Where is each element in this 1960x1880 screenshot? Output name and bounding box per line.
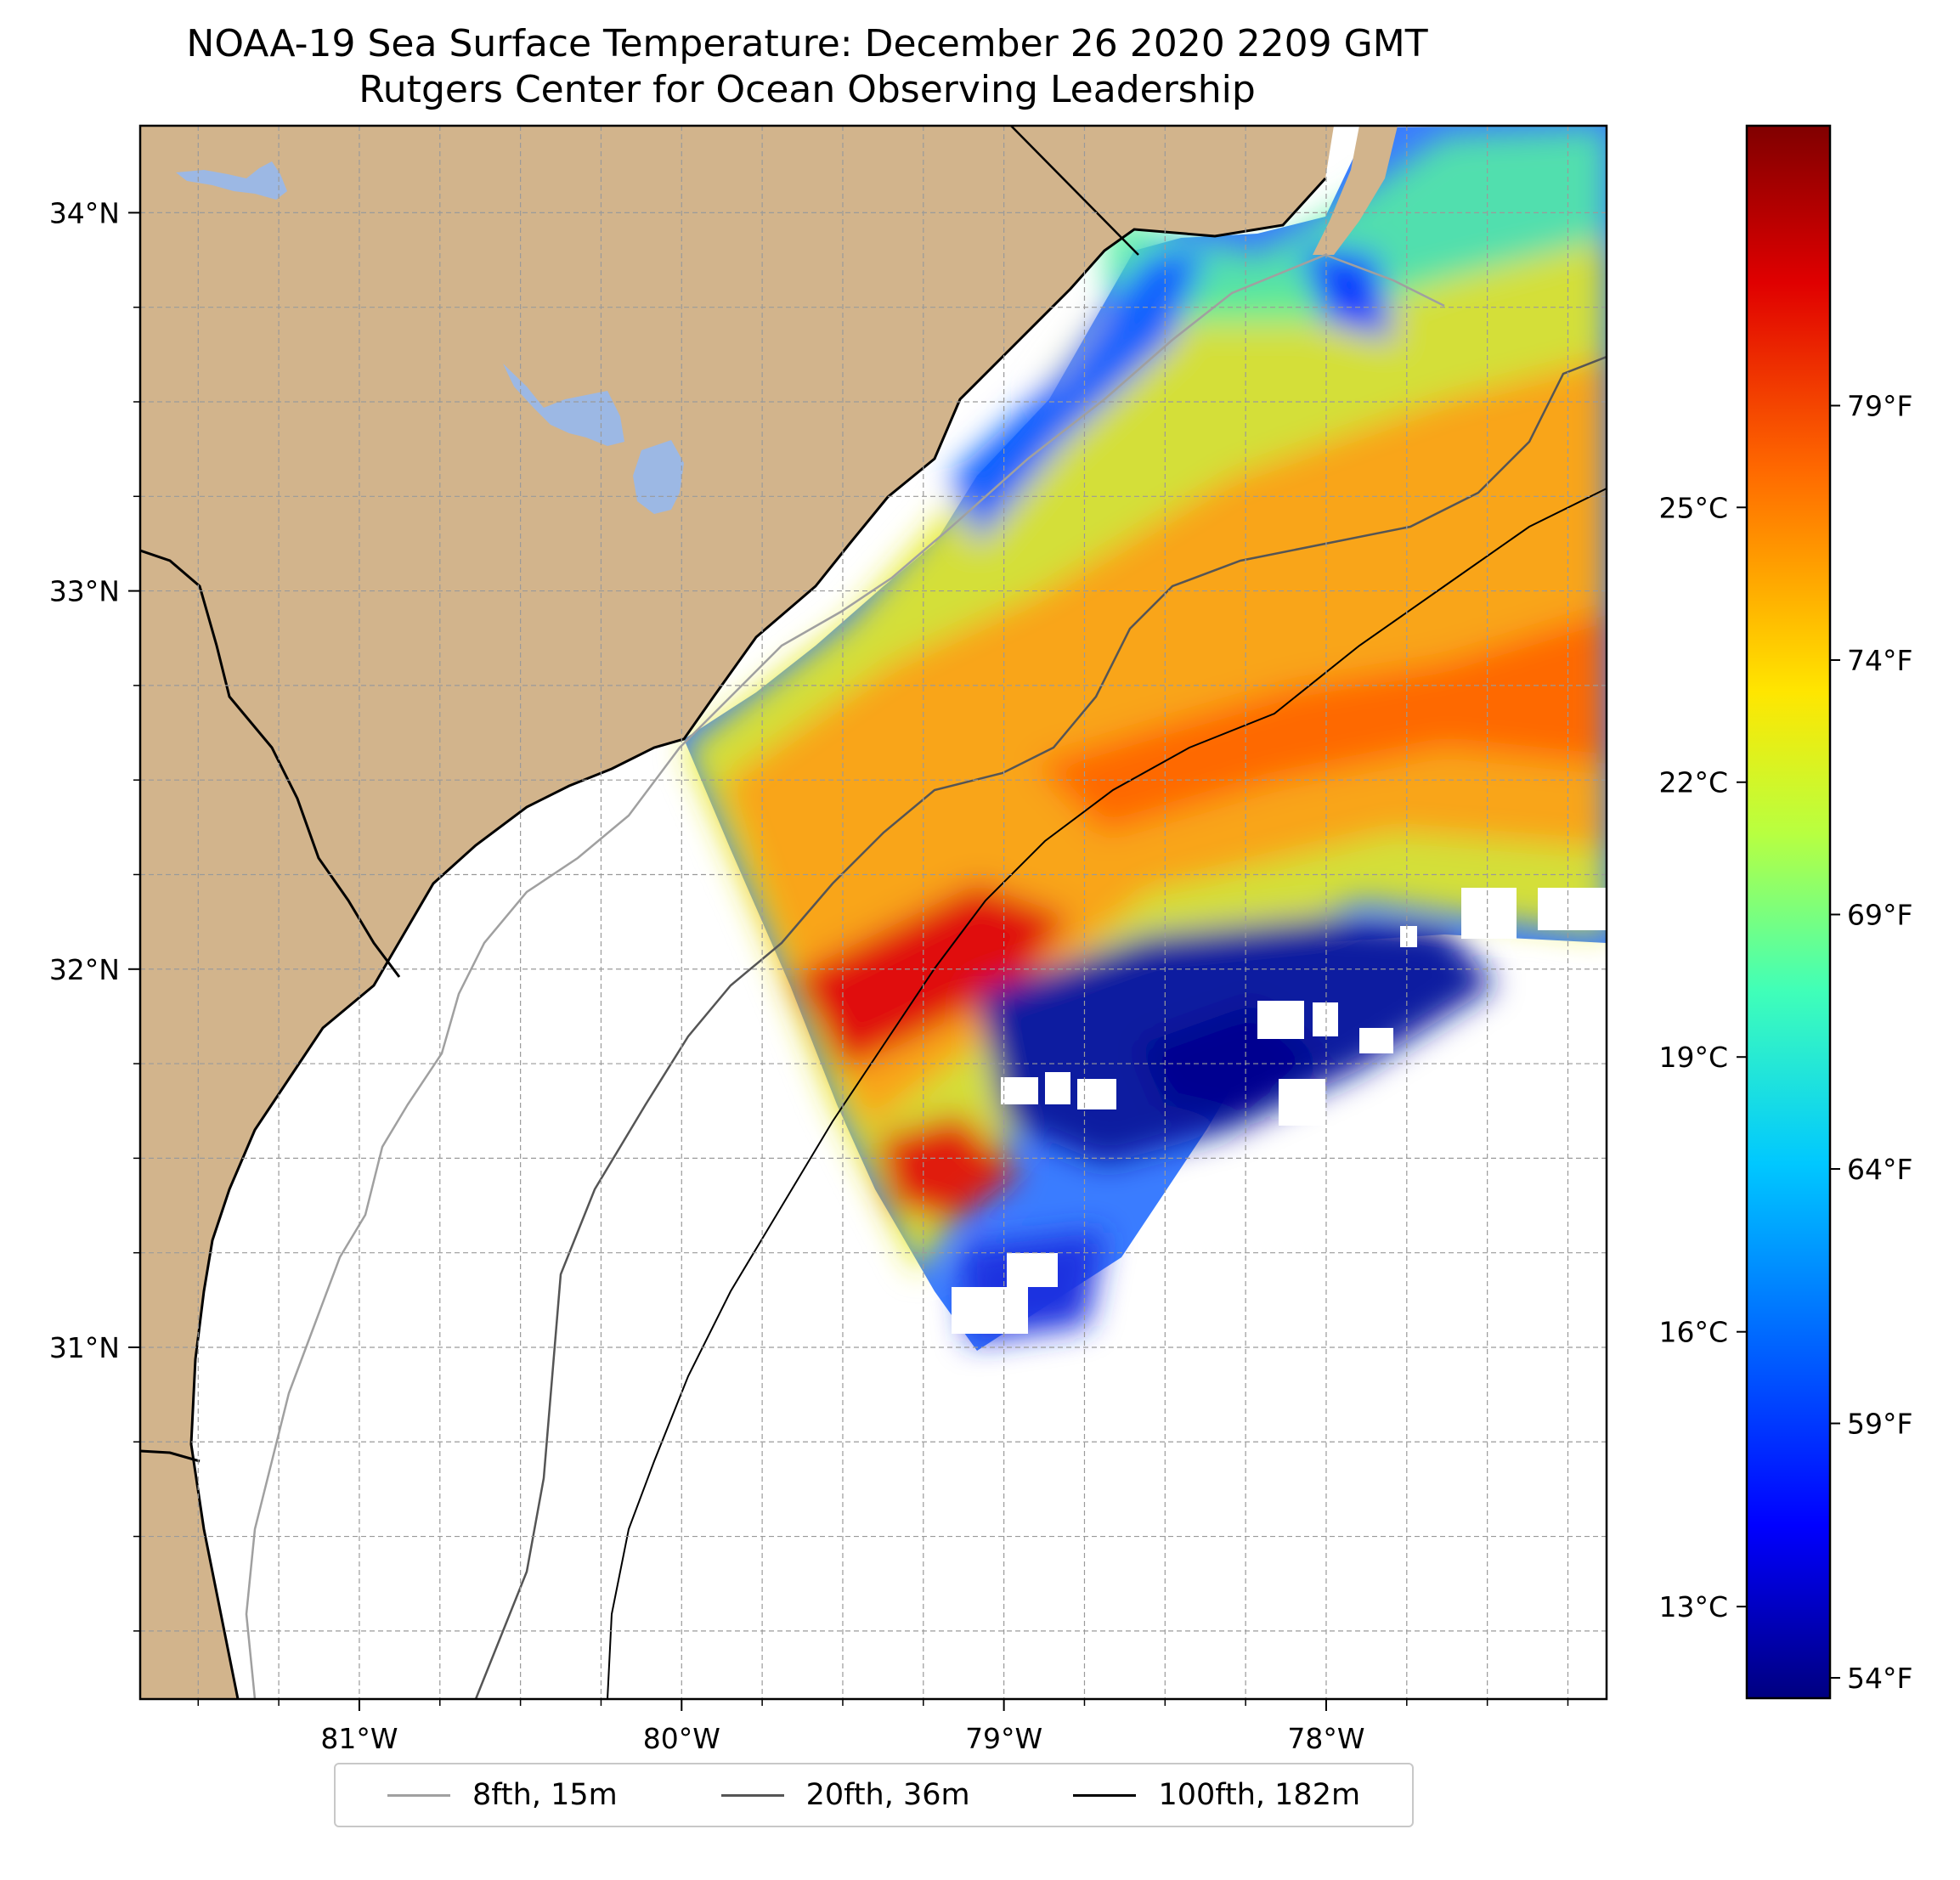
colorbar-f-label: 74°F <box>1847 644 1912 677</box>
map-frame <box>138 124 1608 1701</box>
legend-label-100fth: 100fth, 182m <box>1158 1778 1361 1812</box>
legend-item-100fth: 100fth, 182m <box>1073 1778 1360 1812</box>
lon-tick-label: 78°W <box>1287 1722 1364 1755</box>
state-border-ga-fl <box>140 1449 201 1463</box>
lat-tick-label: 33°N <box>49 575 120 608</box>
state-border-nc-sc <box>1010 126 1139 256</box>
colorbar-c-label: 16°C <box>1658 1316 1728 1349</box>
colorbar-c-label: 19°C <box>1658 1041 1728 1074</box>
lon-tick-label: 80°W <box>643 1722 720 1755</box>
isobath-20fth-line <box>474 355 1607 1699</box>
colorbar-c-label: 13°C <box>1658 1590 1728 1623</box>
chart-title: NOAA-19 Sea Surface Temperature: Decembe… <box>186 22 1428 65</box>
legend-item-20fth: 20fth, 36m <box>720 1778 970 1812</box>
colorbar-fahrenheit-ticks: 79°F 74°F 69°F 64°F 59°F 54°F <box>1830 389 1912 1695</box>
chart-subtitle: Rutgers Center for Ocean Observing Leade… <box>359 68 1256 111</box>
colorbar-c-label: 25°C <box>1658 491 1728 524</box>
colorbar-c-label: 22°C <box>1658 766 1728 799</box>
legend-label-8fth: 8fth, 15m <box>472 1778 618 1812</box>
lakes <box>176 161 684 514</box>
lon-tick-label: 81°W <box>320 1722 398 1755</box>
colorbar: 79°F 74°F 69°F 64°F 59°F 54°F 25°C 22°C 19°C 16°… <box>1658 124 1912 1700</box>
legend-swatch-100fth <box>1073 1793 1137 1797</box>
isobath-100fth-line <box>607 488 1607 1699</box>
longitude-axis: 81°W 80°W 79°W 78°W <box>197 1699 1569 1755</box>
isobath-8fth-line <box>245 253 1445 1699</box>
latitude-axis: 34°N 33°N 32°N 31°N <box>49 196 140 1632</box>
colorbar-celsius-ticks: 25°C 22°C 19°C 16°C 13°C <box>1658 491 1747 1623</box>
gridlines <box>140 126 1607 1699</box>
legend-swatch-8fth <box>387 1793 450 1797</box>
coastline <box>189 177 1327 1699</box>
colorbar-f-label: 64°F <box>1847 1153 1912 1186</box>
land <box>140 126 1398 1699</box>
cloud-mask <box>952 888 1607 1334</box>
lat-tick-label: 31°N <box>49 1331 120 1364</box>
colorbar-f-label: 59°F <box>1847 1408 1912 1441</box>
legend-item-8fth: 8fth, 15m <box>387 1778 618 1812</box>
isobath-legend: 8fth, 15m 20fth, 36m 100fth, 182m <box>334 1763 1414 1827</box>
legend-label-20fth: 20fth, 36m <box>805 1778 970 1812</box>
colorbar-gradient <box>1745 124 1832 1700</box>
colorbar-f-label: 54°F <box>1847 1662 1912 1695</box>
colorbar-f-label: 79°F <box>1847 389 1912 422</box>
lat-tick-label: 34°N <box>49 196 120 229</box>
colorbar-f-label: 69°F <box>1847 898 1912 931</box>
lon-tick-label: 79°W <box>965 1722 1042 1755</box>
legend-swatch-20fth <box>720 1793 784 1797</box>
lat-tick-label: 32°N <box>49 953 120 986</box>
sst-swath <box>684 126 1607 1572</box>
state-border-sc-ga <box>140 549 401 978</box>
